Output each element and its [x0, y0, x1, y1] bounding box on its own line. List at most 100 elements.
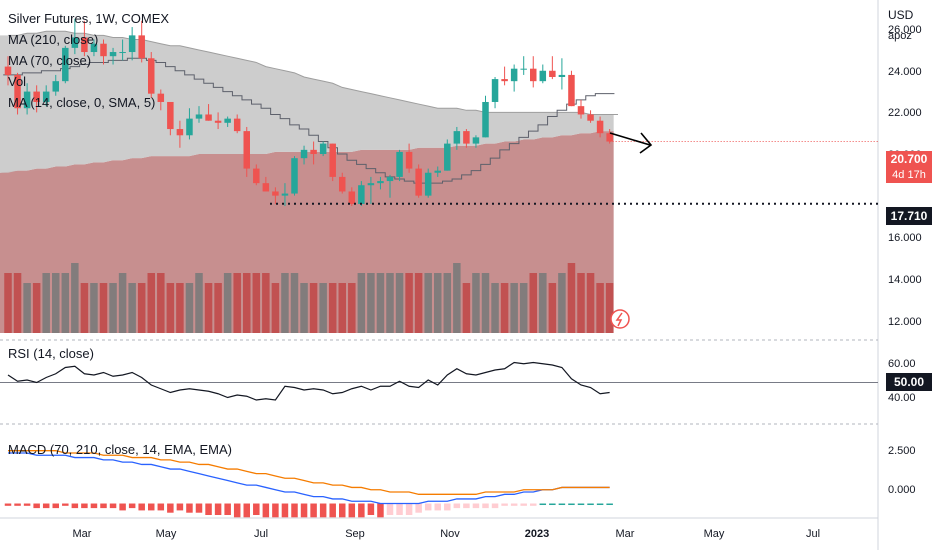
macd-histogram-bar	[444, 503, 451, 511]
price-axis-mode[interactable]: apoz	[888, 30, 912, 42]
macd-histogram-bar	[415, 503, 422, 513]
candle-body	[510, 68, 518, 82]
last-price-label: 20.700 4d 17h	[886, 151, 932, 183]
candle-body	[329, 143, 336, 177]
x-label-2023: 2023	[524, 528, 550, 540]
chart-legend: Silver Futures, 1W, COMEX MA (210, close…	[8, 8, 169, 113]
macd-histogram-bar	[549, 503, 556, 506]
macd-histogram-bar	[90, 503, 98, 509]
volume-bar	[157, 273, 165, 333]
candle-body	[42, 91, 50, 102]
macd-histogram-bar	[596, 503, 604, 506]
volume-bar	[586, 273, 595, 333]
candle-body	[453, 131, 461, 144]
candle-body	[148, 58, 155, 94]
macd-histogram-bar	[109, 503, 117, 509]
macd-histogram-bar	[272, 503, 279, 518]
volume-bar	[204, 283, 213, 333]
volume-bar	[529, 273, 537, 333]
macd-histogram-bar	[405, 503, 413, 515]
macd-histogram-bar	[558, 503, 566, 506]
macd-histogram-bar	[81, 503, 88, 509]
macd-histogram-bar	[472, 503, 480, 509]
volume-bar	[453, 263, 461, 333]
macd-histogram-bar	[396, 503, 403, 515]
candle-body	[71, 37, 79, 48]
candle-body	[109, 52, 117, 57]
volume-bar	[300, 283, 308, 333]
symbol-title: Silver Futures, 1W, COMEX	[8, 11, 170, 26]
candle-body	[52, 81, 59, 92]
macd-histogram-bar	[339, 503, 346, 518]
candle-body	[319, 143, 327, 155]
candle-body	[434, 170, 441, 173]
candle-body	[128, 35, 136, 53]
volume-bar	[491, 283, 499, 333]
macd-histogram-bar	[434, 503, 441, 511]
rsi-tick-40: 40.00	[888, 392, 916, 404]
trend-arrow-line	[609, 132, 651, 146]
macd-histogram-bar	[233, 503, 241, 518]
x-label-jul: Jul	[253, 528, 269, 540]
macd-histogram-bar	[291, 503, 298, 518]
macd-histogram-bar	[577, 503, 585, 506]
volume-bar	[605, 283, 614, 333]
candle-body	[491, 79, 499, 102]
volume-bar	[367, 273, 375, 333]
macd-histogram-bar	[386, 503, 394, 515]
volume-bar	[147, 273, 155, 333]
volume-bar	[395, 273, 404, 333]
volume-bar	[414, 273, 423, 333]
macd-histogram-bar	[100, 503, 107, 509]
macd-histogram-bar	[310, 503, 317, 518]
last-price-countdown: 4d 17h	[892, 169, 926, 181]
macd-histogram-bar	[167, 503, 174, 513]
legend-vol: Vol	[8, 74, 27, 89]
candle-body	[14, 74, 21, 109]
macd-histogram-bar	[186, 503, 193, 513]
lightning-icon	[615, 312, 623, 327]
rsi-tick-60: 60.00	[888, 358, 916, 370]
ma14-line	[3, 57, 615, 184]
macd-histogram-bar	[482, 503, 489, 509]
candle-body	[224, 118, 231, 123]
macd-histogram-bar	[138, 503, 145, 511]
price-tick-label: 22.000	[888, 107, 922, 120]
volume-bar	[4, 273, 12, 333]
macd-histogram-bar	[148, 503, 155, 511]
candle-body	[539, 70, 547, 82]
candle-body	[424, 172, 432, 196]
volume-bar	[348, 283, 356, 333]
volume-bar	[338, 283, 346, 333]
x-label-mar-2023: Mar	[615, 528, 635, 540]
last-price-value: 20.700	[890, 152, 928, 166]
macd-histogram-bar	[539, 503, 547, 506]
volume-bar	[185, 283, 194, 333]
rsi-current-label: 50.00	[886, 373, 932, 391]
candle-body	[482, 101, 489, 138]
macd-histogram-bar	[23, 503, 31, 506]
macd-tick-2500: 2.500	[888, 445, 916, 457]
candle-body	[81, 37, 88, 53]
candle-body	[377, 181, 384, 184]
macd-histogram-bar	[205, 503, 212, 515]
macd-tick-0: 0.000	[888, 484, 916, 496]
candle-body	[386, 176, 394, 182]
volume-bar	[281, 273, 289, 333]
volume-bar	[357, 273, 366, 333]
candle-body	[176, 129, 184, 136]
macd-histogram-bar	[530, 503, 537, 506]
macd-histogram-bar	[329, 503, 336, 518]
macd-histogram-bar	[319, 503, 327, 518]
macd-histogram-bar	[224, 503, 231, 515]
macd-histogram-bar	[300, 503, 308, 518]
candle-body	[463, 131, 470, 144]
volume-bar	[52, 273, 60, 333]
macd-line	[8, 452, 610, 505]
volume-bar	[386, 273, 394, 333]
candle-body	[358, 185, 365, 204]
volume-bar	[233, 273, 241, 333]
volume-bar	[118, 273, 127, 333]
candle-body	[243, 131, 250, 169]
